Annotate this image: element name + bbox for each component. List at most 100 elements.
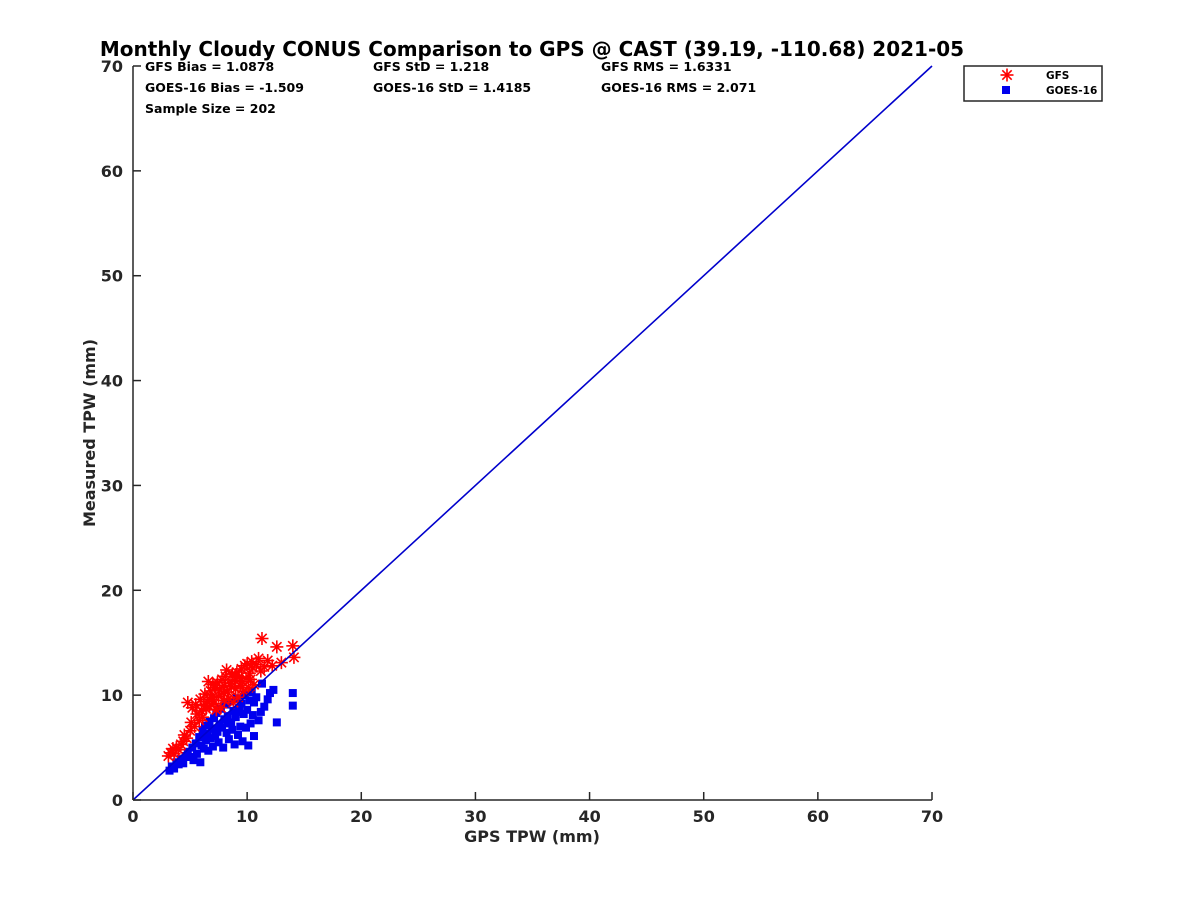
goes-std-text: GOES-16 StD = 1.4185 <box>373 80 531 95</box>
x-tick-label: 40 <box>578 807 600 826</box>
goes-16-point <box>269 685 278 694</box>
goes-16-point <box>260 702 269 711</box>
y-tick-label: 30 <box>101 476 123 495</box>
gfs-point <box>255 632 269 646</box>
goes-16-point <box>179 759 188 768</box>
goes-16-point <box>239 710 248 719</box>
statistics-block: GFS Bias = 1.0878 GOES-16 Bias = -1.509 … <box>145 59 756 116</box>
y-tick-label: 60 <box>101 162 123 181</box>
y-axis-label: Measured TPW (mm) <box>80 339 99 527</box>
goes-16-point <box>176 755 185 764</box>
goes-16-point <box>254 716 263 725</box>
goes-16-point <box>257 679 266 688</box>
goes-16-point <box>208 742 217 751</box>
gfs-point <box>252 651 266 665</box>
sample-size-text: Sample Size = 202 <box>145 101 276 116</box>
goes-16-point <box>237 699 246 708</box>
legend-goes-marker <box>1002 86 1010 94</box>
goes-16-point <box>263 695 272 704</box>
goes-16-point <box>272 718 281 727</box>
goes-16-point <box>230 740 239 749</box>
goes-16-point <box>231 713 240 722</box>
x-tick-label: 70 <box>921 807 943 826</box>
goes-16-point <box>206 734 215 743</box>
goes-16-point <box>219 743 228 752</box>
goes-16-point <box>243 705 252 714</box>
y-tick-label: 40 <box>101 372 123 391</box>
goes-16-point <box>228 725 237 734</box>
goes-16-point <box>174 760 183 769</box>
goes-16-point <box>192 749 201 758</box>
goes-16-point <box>183 747 192 756</box>
axes: 0 10 20 30 40 50 60 70 0 10 20 30 40 50 60 70 <box>101 57 943 826</box>
goes-16-point <box>226 697 235 706</box>
goes-16-point <box>223 712 232 721</box>
legend-gfs-asterisk <box>1000 68 1014 82</box>
goes-16-point <box>256 707 265 716</box>
goes-16-point <box>235 703 244 712</box>
gfs-point <box>247 678 261 692</box>
goes-16-point <box>245 696 254 705</box>
legend-gfs-marker <box>1000 68 1014 82</box>
goes-16-point <box>210 724 219 733</box>
goes-16-point <box>288 689 297 698</box>
goes-16-point <box>234 707 243 716</box>
goes-16-point <box>189 756 198 765</box>
goes-16-point <box>196 758 205 767</box>
goes-16-point <box>204 746 213 755</box>
goes-16-point <box>229 706 238 715</box>
legend-gfs-label: GFS <box>1046 70 1069 82</box>
goes-16-point <box>165 766 174 775</box>
x-tick-label: 20 <box>350 807 372 826</box>
goes-16-point <box>222 728 231 737</box>
x-tick-label: 60 <box>807 807 829 826</box>
goes-16-point <box>170 764 179 773</box>
goes-16-point <box>244 741 253 750</box>
x-tick-label: 10 <box>236 807 258 826</box>
goes-16-point <box>252 693 261 702</box>
goes-16-point <box>288 701 297 710</box>
gfs-point <box>265 659 279 673</box>
goes-16-point <box>205 717 214 726</box>
goes-16-point <box>224 735 233 744</box>
y-tick-label: 70 <box>101 57 123 76</box>
series-gfs <box>161 632 301 763</box>
goes-16-point <box>240 691 249 700</box>
goes-16-point <box>199 744 208 753</box>
gfs-point <box>286 639 300 653</box>
goes-16-point <box>238 737 247 746</box>
gfs-point <box>206 692 220 706</box>
one-to-one-line <box>132 65 933 801</box>
goes-16-point <box>246 719 255 728</box>
goes-16-point <box>242 723 251 732</box>
y-tick-label: 0 <box>112 791 123 810</box>
goes-16-point <box>181 751 190 760</box>
gfs-bias-text: GFS Bias = 1.0878 <box>145 59 274 74</box>
goes-16-point <box>211 732 220 741</box>
goes-16-point <box>195 733 204 742</box>
goes-16-point <box>248 711 257 720</box>
goes-16-point <box>236 722 245 731</box>
gfs-std-text: GFS StD = 1.218 <box>373 59 489 74</box>
goes-16-point <box>218 723 227 732</box>
y-tick-label: 20 <box>101 581 123 600</box>
y-tick-label: 50 <box>101 267 123 286</box>
goes-16-point <box>198 726 207 735</box>
goes-16-point <box>210 714 219 723</box>
series-goes-16 <box>165 679 297 775</box>
gfs-point <box>270 640 284 654</box>
goes-16-point <box>214 738 223 747</box>
legend-box <box>963 65 1103 102</box>
x-tick-label: 0 <box>127 807 138 826</box>
legend-goes-label: GOES-16 <box>1046 85 1097 97</box>
gfs-point <box>217 679 231 693</box>
gfs-rms-text: GFS RMS = 1.6331 <box>601 59 732 74</box>
goes-16-point <box>202 736 211 745</box>
goes-16-point <box>249 698 258 707</box>
goes-16-point <box>249 732 258 741</box>
goes-16-point <box>223 719 232 728</box>
gfs-point <box>220 663 234 677</box>
goes-16-point <box>188 743 197 752</box>
x-tick-label: 50 <box>693 807 715 826</box>
